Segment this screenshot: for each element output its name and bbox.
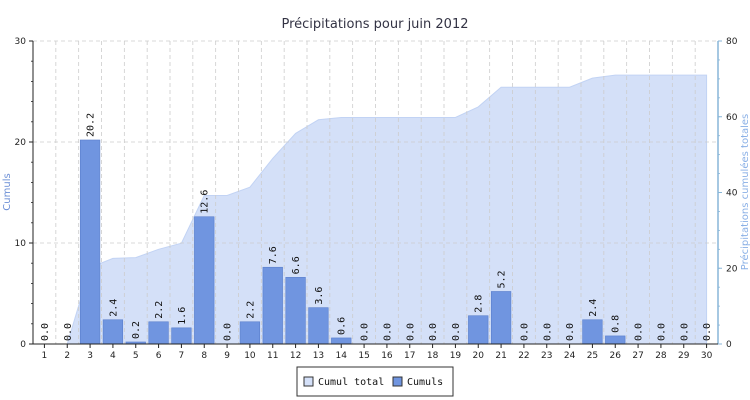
y2-tick-label: 20 <box>726 264 738 274</box>
x-tick-label: 15 <box>358 351 369 361</box>
bar <box>582 319 603 345</box>
data-label: 0.8 <box>611 315 622 333</box>
x-tick-label: 16 <box>381 351 393 361</box>
bar <box>239 321 261 345</box>
data-label: 12.6 <box>200 190 211 214</box>
x-tick-label: 14 <box>336 351 348 361</box>
y2-tick-label: 80 <box>726 37 738 47</box>
x-tick-label: 28 <box>655 351 667 361</box>
bar <box>490 291 512 345</box>
bar <box>262 266 283 345</box>
x-tick-label: 19 <box>450 351 462 361</box>
data-label: 6.6 <box>291 256 302 274</box>
data-label: 0.0 <box>63 323 74 341</box>
data-label: 0.0 <box>702 323 713 341</box>
legend: Cumul total Cumuls <box>296 366 454 397</box>
data-label: 2.2 <box>245 301 256 319</box>
x-tick-label: 25 <box>587 351 598 361</box>
x-tick-label: 30 <box>701 351 713 361</box>
x-tick-label: 12 <box>290 351 301 361</box>
x-tick-label: 26 <box>610 351 622 361</box>
x-tick-label: 7 <box>179 351 185 361</box>
y2-tick-label: 0 <box>726 340 732 350</box>
legend-swatch-cumul-total <box>303 376 314 387</box>
bar <box>605 335 626 345</box>
data-label: 3.6 <box>314 287 325 305</box>
data-label: 2.2 <box>154 301 165 319</box>
legend-swatch-cumuls <box>392 376 403 387</box>
x-tick-label: 27 <box>632 351 643 361</box>
data-label: 0.0 <box>223 323 234 341</box>
data-label: 7.6 <box>268 246 279 264</box>
x-tick-label: 20 <box>473 351 485 361</box>
data-label: 0.0 <box>360 323 371 341</box>
data-label: 0.0 <box>565 323 576 341</box>
y2-tick-label: 60 <box>726 113 738 123</box>
x-tick-label: 24 <box>564 351 576 361</box>
chart-title: Précipitations pour juin 2012 <box>281 17 468 32</box>
data-label: 0.0 <box>656 323 667 341</box>
data-label: 0.0 <box>382 323 393 341</box>
data-label: 0.0 <box>542 323 553 341</box>
bar <box>194 216 215 345</box>
x-tick-label: 29 <box>678 351 690 361</box>
x-tick-label: 3 <box>87 351 93 361</box>
y-tick-label: 20 <box>15 138 27 148</box>
y-axis-right-title: Précipitations cumulées totales <box>739 114 750 271</box>
y-tick-label: 0 <box>20 340 26 350</box>
x-tick-label: 8 <box>201 351 207 361</box>
x-tick-label: 6 <box>156 351 162 361</box>
x-tick-label: 11 <box>267 351 278 361</box>
data-label: 0.0 <box>40 323 51 341</box>
data-label: 2.8 <box>474 295 485 313</box>
bar <box>331 337 352 345</box>
x-tick-label: 13 <box>313 351 324 361</box>
data-label: 2.4 <box>588 299 599 317</box>
data-label: 0.0 <box>519 323 530 341</box>
legend-label-cumul-total: Cumul total <box>318 377 384 388</box>
y-tick-label: 30 <box>15 37 27 47</box>
data-label: 0.0 <box>679 323 690 341</box>
data-label: 0.0 <box>634 323 645 341</box>
x-tick-label: 22 <box>518 351 529 361</box>
data-label-layer: 0.0 0.0 20.2 2.4 0.2 2.2 1.6 12.6 0.0 2.2 7.6 6.6 3.… <box>40 113 713 341</box>
data-label: 2.4 <box>108 299 119 317</box>
x-tick-label: 5 <box>133 351 139 361</box>
x-tick-label: 4 <box>110 351 116 361</box>
x-tick-label: 2 <box>64 351 70 361</box>
bar <box>285 277 306 345</box>
x-tick-label: 1 <box>42 351 48 361</box>
y-axis-left-title: Cumuls <box>2 173 13 210</box>
data-label: 20.2 <box>86 113 97 137</box>
data-label: 0.0 <box>451 323 462 341</box>
data-label: 0.6 <box>337 317 348 335</box>
data-label: 0.0 <box>405 323 416 341</box>
bar <box>102 319 124 345</box>
legend-box <box>296 366 454 397</box>
x-tick-label: 9 <box>224 351 230 361</box>
data-label: 5.2 <box>497 270 508 288</box>
bar-layer <box>79 139 626 345</box>
data-label: 0.2 <box>131 321 142 339</box>
data-label: 1.6 <box>177 307 188 325</box>
data-label: 0.0 <box>428 323 439 341</box>
x-tick-label: 23 <box>541 351 552 361</box>
x-tick-label: 21 <box>495 351 506 361</box>
y-tick-label: 10 <box>15 239 27 249</box>
x-tick-label: 17 <box>404 351 415 361</box>
bar <box>171 327 192 345</box>
x-tick-label: 18 <box>427 351 439 361</box>
legend-label-cumuls: Cumuls <box>407 377 443 388</box>
y2-tick-label: 40 <box>726 189 738 199</box>
x-tick-label: 10 <box>244 351 256 361</box>
bar <box>468 315 489 345</box>
bar <box>148 321 169 345</box>
bar <box>79 139 101 345</box>
bar <box>308 307 329 345</box>
